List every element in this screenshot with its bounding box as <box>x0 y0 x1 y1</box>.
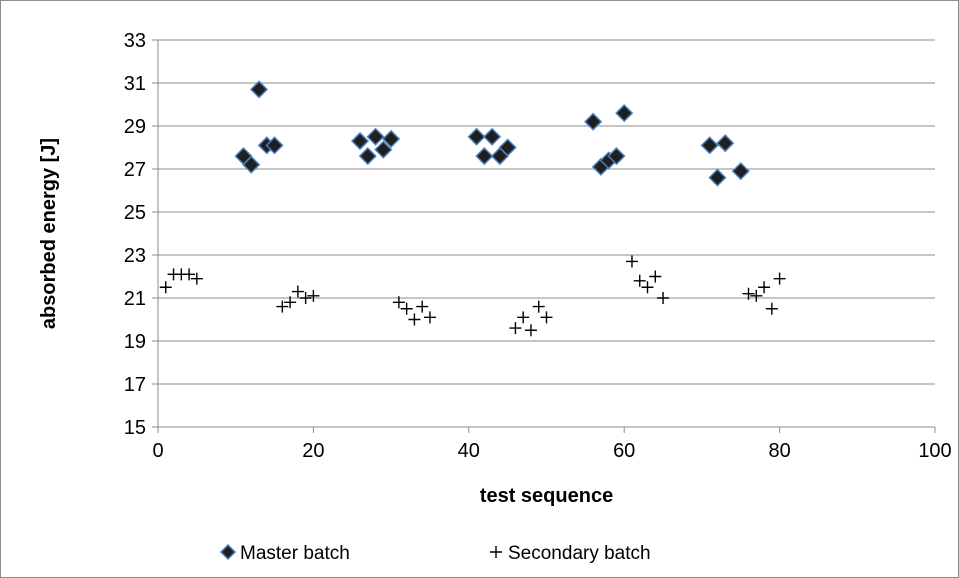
secondary-point-24 <box>657 292 670 304</box>
master-point-1 <box>242 155 261 174</box>
x-tick-label-20: 20 <box>302 440 324 462</box>
legend-item-master-batch: Master batch <box>219 543 350 564</box>
series-secondary-batch <box>159 255 786 337</box>
secondary-point-25 <box>742 287 755 300</box>
secondary-point-18 <box>532 300 545 313</box>
y-tick-label-15: 15 <box>124 417 146 439</box>
data-series <box>159 80 786 337</box>
legend: Master batch Secondary batch <box>219 543 651 564</box>
x-tick-label-80: 80 <box>768 440 790 462</box>
secondary-point-0 <box>159 281 172 294</box>
secondary-point-4 <box>190 272 203 285</box>
legend-label-master-batch: Master batch <box>240 543 350 564</box>
y-tick-label-25: 25 <box>124 202 146 224</box>
x-axis-title: test sequence <box>480 485 613 507</box>
y-tick-label-27: 27 <box>124 159 146 181</box>
legend-diamond-marker <box>219 543 237 561</box>
master-point-4 <box>265 136 284 155</box>
legend-label-secondary-batch: Secondary batch <box>508 543 651 564</box>
master-point-22 <box>716 134 735 153</box>
secondary-point-29 <box>773 272 786 285</box>
gridlines <box>158 39 935 385</box>
secondary-point-6 <box>284 296 297 309</box>
master-point-23 <box>731 162 750 181</box>
secondary-point-16 <box>517 311 530 324</box>
secondary-point-28 <box>765 302 778 315</box>
master-point-5 <box>350 131 370 151</box>
y-axis-title: absorbed energy [J] <box>38 138 60 329</box>
master-point-19 <box>615 104 634 123</box>
master-point-7 <box>366 127 385 146</box>
x-tick-label-0: 0 <box>152 440 163 462</box>
secondary-point-19 <box>540 311 553 324</box>
legend-item-secondary-batch: Secondary batch <box>490 543 651 564</box>
master-point-21 <box>708 168 727 187</box>
secondary-point-26 <box>750 289 763 302</box>
secondary-point-13 <box>416 300 429 313</box>
secondary-point-7 <box>291 285 304 298</box>
legend-plus-marker <box>490 546 502 558</box>
secondary-point-5 <box>276 300 289 313</box>
secondary-point-11 <box>400 302 413 315</box>
secondary-point-15 <box>509 322 522 335</box>
master-point-18 <box>607 147 626 166</box>
secondary-point-12 <box>408 313 421 326</box>
x-tick-label-40: 40 <box>458 440 480 462</box>
y-tick-label-31: 31 <box>124 73 146 95</box>
master-point-14 <box>498 138 517 157</box>
secondary-point-23 <box>649 270 662 283</box>
master-point-12 <box>483 127 502 146</box>
master-point-11 <box>475 147 494 166</box>
y-tick-label-17: 17 <box>124 374 146 396</box>
y-tick-label-33: 33 <box>124 30 146 52</box>
y-tick-label-29: 29 <box>124 116 146 138</box>
master-point-15 <box>584 112 603 131</box>
secondary-point-21 <box>633 274 646 287</box>
axes: 15 17 19 21 23 25 27 29 31 33 0 20 40 60 80 100 <box>124 30 952 462</box>
series-master-batch <box>234 80 750 187</box>
secondary-point-10 <box>392 296 405 309</box>
y-tick-label-23: 23 <box>124 245 146 267</box>
secondary-point-14 <box>423 311 436 324</box>
secondary-point-3 <box>183 268 196 281</box>
y-tick-label-21: 21 <box>124 288 146 310</box>
x-tick-label-60: 60 <box>613 440 635 462</box>
secondary-point-27 <box>758 281 771 294</box>
master-point-8 <box>374 140 393 159</box>
master-point-10 <box>467 127 486 146</box>
secondary-point-17 <box>524 324 537 337</box>
master-point-9 <box>382 129 401 148</box>
y-tick-label-19: 19 <box>124 331 146 353</box>
secondary-point-8 <box>299 292 312 304</box>
master-point-6 <box>358 147 377 166</box>
x-tick-label-100: 100 <box>918 440 951 462</box>
master-point-2 <box>249 80 269 99</box>
master-point-20 <box>700 136 719 155</box>
secondary-point-20 <box>625 255 638 268</box>
secondary-point-22 <box>641 281 654 294</box>
secondary-point-9 <box>307 289 320 302</box>
